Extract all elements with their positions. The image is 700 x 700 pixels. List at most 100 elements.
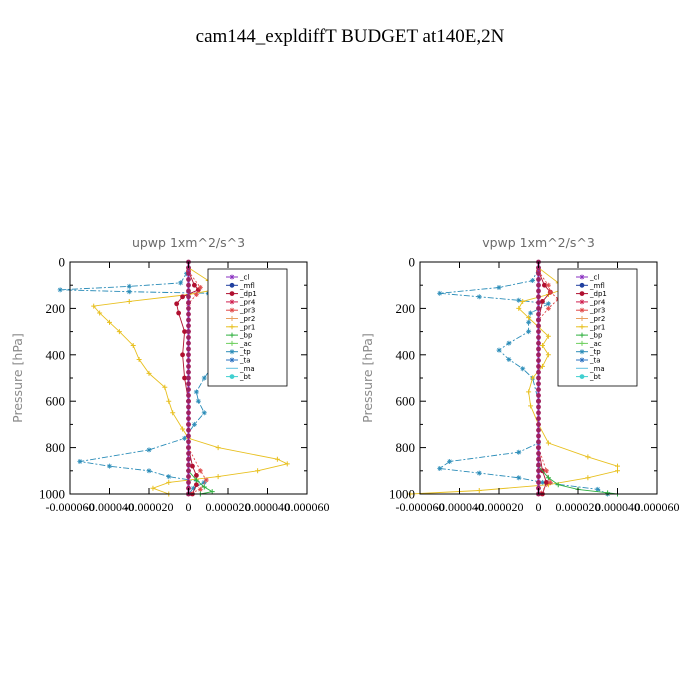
x-tick-label: 0.000020 (556, 500, 601, 514)
point-cl (186, 323, 191, 329)
point-dp1 (544, 480, 549, 485)
point-pr3 (545, 305, 551, 311)
point-ta (57, 287, 63, 293)
x-tick-label: 0.000040 (595, 500, 640, 514)
point-ta (476, 470, 482, 476)
point-cl (186, 358, 191, 363)
y-tick-label: 1000 (39, 487, 65, 502)
legend-marker (229, 282, 235, 288)
point-cl (536, 468, 541, 474)
legend-marker (579, 324, 585, 330)
point-cl (536, 439, 541, 445)
point-ta (545, 301, 551, 307)
y-tick-label: 800 (396, 440, 416, 455)
point-cl (536, 375, 541, 381)
point-dp1 (182, 329, 187, 334)
point-ta (437, 290, 443, 296)
point-cl (536, 335, 541, 340)
legend-marker (579, 357, 585, 363)
panel-title: vpwp 1xm^2/s^3 (482, 235, 595, 250)
point-pr1 (476, 488, 482, 494)
point-ta (195, 398, 201, 404)
point-cl (536, 282, 541, 288)
point-dp1 (190, 463, 195, 469)
point-pr1 (255, 468, 261, 474)
point-pr1 (274, 456, 280, 462)
point-pr3 (547, 479, 553, 485)
point-cl (536, 294, 541, 300)
point-cl (536, 404, 541, 410)
point-ta (126, 289, 132, 295)
legend-label: _ma (239, 365, 255, 373)
point-ta (178, 280, 184, 286)
x-tick-label: -0.000040 (435, 500, 484, 514)
y-tick-label: 1000 (389, 487, 415, 502)
x-tick-label: -0.000020 (125, 500, 174, 514)
point-cl (536, 456, 541, 462)
point-cl (536, 300, 541, 305)
panel-title: upwp 1xm^2/s^3 (132, 235, 245, 250)
legend-label: _pr2 (239, 315, 255, 323)
x-tick-label: 0.000020 (206, 500, 251, 514)
y-tick-label: 600 (46, 394, 66, 409)
point-cl (186, 335, 191, 340)
point-cl (186, 271, 191, 276)
legend-label: _tp (239, 348, 251, 356)
point-cl (186, 306, 191, 311)
point-pr1 (545, 440, 551, 446)
y-tick-label: 0 (59, 255, 66, 270)
point-cl (536, 346, 541, 352)
point-pr1 (166, 479, 172, 485)
point-cl (536, 369, 541, 375)
point-cl (186, 456, 191, 462)
point-pr1 (126, 298, 132, 304)
point-pr1 (150, 485, 156, 491)
point-pr3 (197, 285, 203, 291)
point-dp1 (180, 294, 185, 300)
figure-title: cam144_expldiffT BUDGET at140E,2N (196, 26, 505, 47)
point-bp (209, 489, 215, 495)
point-pr1 (116, 329, 122, 335)
point-dp1 (194, 482, 199, 488)
point-dp1 (194, 473, 199, 478)
point-cl (186, 375, 191, 381)
point-cl (186, 288, 191, 294)
legend-marker (579, 374, 585, 379)
series-cl (186, 259, 191, 497)
point-ta (516, 475, 522, 481)
point-cl (186, 427, 191, 433)
point-cl (186, 474, 191, 479)
legend-marker (579, 340, 585, 346)
point-pr1 (615, 463, 620, 469)
point-ta (516, 297, 522, 303)
point-cl (536, 462, 541, 468)
point-ta (182, 435, 188, 441)
point-ta (496, 347, 502, 353)
point-ta (191, 421, 197, 427)
point-ta (476, 294, 482, 300)
point-dp1 (192, 282, 197, 288)
point-pr3 (197, 468, 203, 474)
point-ta (437, 465, 443, 471)
point-ta (77, 459, 83, 465)
y-axis-label: Pressure [hPa] (10, 333, 25, 423)
y-axis-label: Pressure [hPa] (360, 333, 375, 423)
point-pr1 (136, 356, 142, 362)
point-pr3 (197, 486, 203, 492)
y-tick-label: 200 (396, 301, 416, 316)
point-bp (555, 482, 561, 488)
point-cl (186, 352, 191, 358)
point-dp1 (540, 299, 545, 304)
point-pr1 (284, 461, 290, 467)
point-pr1 (526, 315, 532, 321)
point-ta (107, 463, 112, 469)
chart-panel-1: upwp 1xm^2/s^3 Pressure [hPa] 0 200 400 600 80… (10, 235, 330, 514)
point-ta (595, 486, 601, 492)
point-cl (536, 427, 541, 433)
x-tick-label: -0.000020 (475, 500, 524, 514)
point-bp (605, 490, 611, 496)
point-ta (539, 479, 545, 485)
point-cl (186, 445, 191, 450)
point-cl (186, 422, 191, 427)
point-cl (536, 364, 541, 369)
